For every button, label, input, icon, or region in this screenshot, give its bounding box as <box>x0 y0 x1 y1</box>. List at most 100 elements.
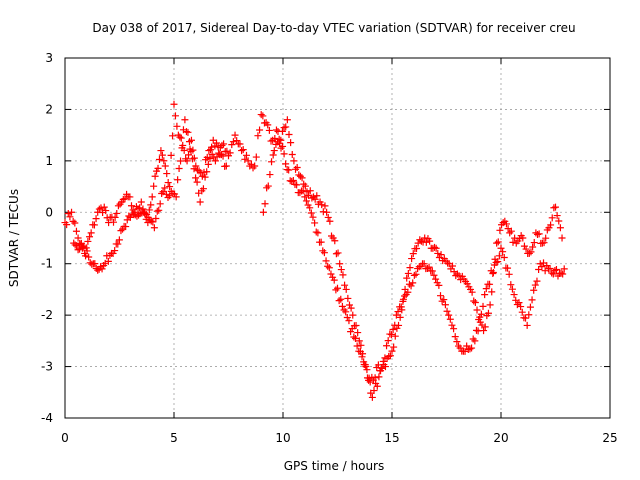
data-point <box>86 259 94 267</box>
data-point <box>522 314 530 322</box>
data-point <box>384 337 392 345</box>
data-point <box>468 344 476 352</box>
y-tick-label: -1 <box>41 257 53 271</box>
data-point <box>277 144 285 152</box>
data-point <box>85 253 93 261</box>
data-point <box>313 192 321 200</box>
data-point <box>350 333 358 341</box>
data-point <box>471 337 479 345</box>
data-point <box>308 194 316 202</box>
data-point <box>492 258 500 266</box>
data-point <box>303 188 311 196</box>
data-point <box>515 299 523 307</box>
data-point <box>114 202 122 210</box>
data-point <box>111 213 119 221</box>
data-point <box>137 198 145 206</box>
data-point <box>351 335 359 343</box>
data-point <box>69 217 77 225</box>
data-point <box>374 361 382 369</box>
data-point <box>128 210 136 218</box>
data-point <box>306 204 314 212</box>
data-point <box>432 275 440 283</box>
data-point <box>264 182 272 190</box>
data-point <box>219 152 227 160</box>
data-point <box>499 248 507 256</box>
data-point <box>110 218 118 226</box>
data-point <box>370 387 378 395</box>
data-point <box>102 207 110 215</box>
data-point <box>531 281 539 289</box>
data-point <box>252 153 260 161</box>
data-point <box>247 160 255 168</box>
data-point <box>161 184 169 192</box>
data-point <box>497 244 505 252</box>
data-point <box>420 260 428 268</box>
data-point <box>504 264 512 272</box>
data-point <box>91 260 99 268</box>
data-point <box>254 132 262 140</box>
data-point <box>413 245 421 253</box>
data-point <box>259 112 267 120</box>
data-point <box>111 247 119 255</box>
data-point <box>320 249 328 257</box>
data-point <box>456 344 464 352</box>
data-point <box>298 174 306 182</box>
data-point <box>251 162 259 170</box>
data-point <box>317 238 325 246</box>
data-point <box>178 144 186 152</box>
data-point <box>446 315 454 323</box>
data-point <box>470 297 478 305</box>
data-point <box>80 242 88 250</box>
data-point <box>378 364 386 372</box>
data-point <box>280 150 288 158</box>
data-point <box>388 347 396 355</box>
data-point <box>532 229 540 237</box>
y-tick-label: 1 <box>45 154 53 168</box>
data-point <box>68 208 76 216</box>
data-point <box>173 122 181 130</box>
data-point <box>357 341 365 349</box>
data-point <box>211 142 219 150</box>
y-tick-label: 2 <box>45 102 53 116</box>
data-point <box>375 373 383 381</box>
data-point <box>288 150 296 158</box>
data-point <box>285 131 293 139</box>
data-point <box>336 260 344 268</box>
data-point <box>448 262 456 270</box>
data-point <box>525 249 533 257</box>
data-point <box>530 286 538 294</box>
data-point <box>473 306 481 314</box>
data-point <box>535 230 543 238</box>
data-point <box>100 203 108 211</box>
data-point <box>338 302 346 310</box>
data-point <box>348 325 356 333</box>
data-point <box>337 266 345 274</box>
x-tick-label: 20 <box>493 431 508 445</box>
data-point <box>169 132 177 140</box>
data-point <box>309 213 317 221</box>
data-point <box>66 213 74 221</box>
data-point <box>266 171 274 179</box>
data-point <box>422 238 430 246</box>
axis-ticks: 0 5 10 15 20 25 -4 -3 -2 -1 0 1 2 3 <box>41 51 618 445</box>
data-point <box>138 209 146 217</box>
data-point <box>363 366 371 374</box>
data-point <box>189 155 197 163</box>
data-point <box>150 224 158 232</box>
data-point <box>488 288 496 296</box>
y-tick-label: -2 <box>41 308 53 322</box>
data-point <box>156 200 164 208</box>
data-point <box>327 270 335 278</box>
data-point <box>468 288 476 296</box>
data-point <box>371 374 379 382</box>
data-point <box>257 111 265 119</box>
data-point <box>157 147 165 155</box>
data-point <box>463 280 471 288</box>
data-point <box>354 329 362 337</box>
x-tick-label: 25 <box>602 431 617 445</box>
data-point <box>529 243 537 251</box>
data-point <box>538 263 546 271</box>
data-point <box>229 138 237 146</box>
data-point <box>334 249 342 257</box>
data-point <box>264 121 272 129</box>
